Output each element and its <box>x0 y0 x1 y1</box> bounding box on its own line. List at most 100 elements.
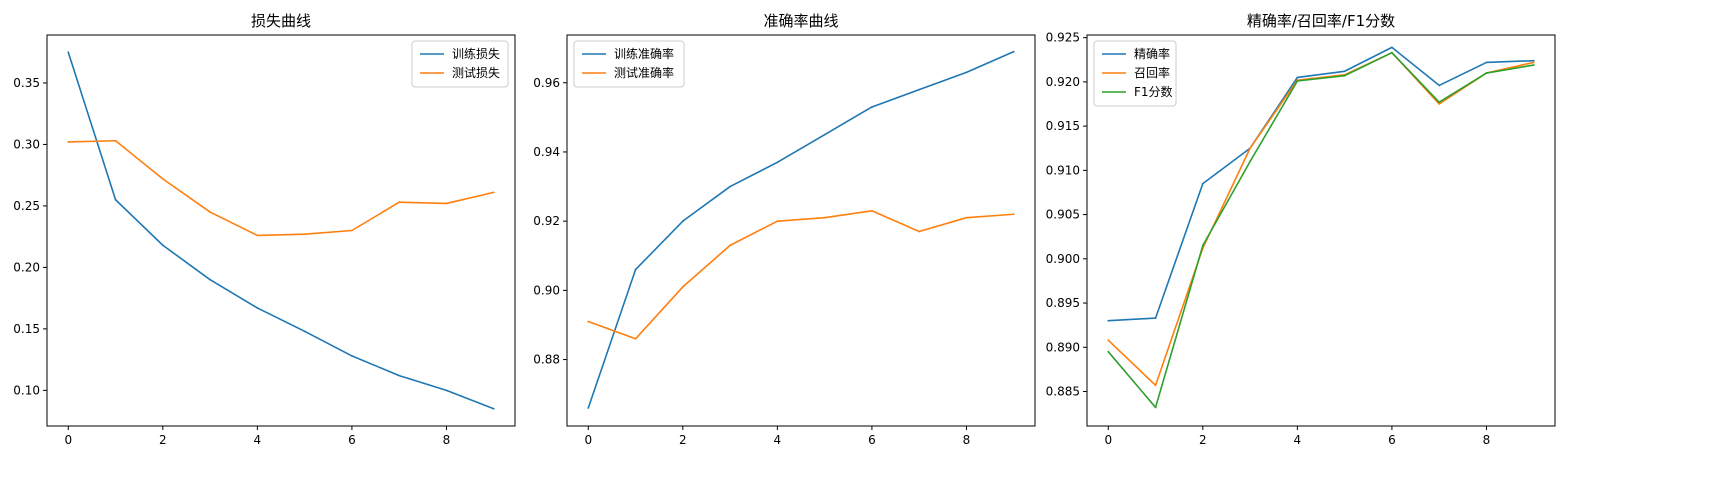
metrics-legend-label-1: 精确率 <box>1134 46 1170 61</box>
accuracy-series-2-point <box>776 220 779 223</box>
metrics-series-1-point <box>1154 317 1157 319</box>
loss-series-2-point <box>303 233 306 236</box>
loss-series-1-point <box>67 51 70 54</box>
accuracy-series-2-point <box>634 337 637 340</box>
accuracy-series-2-point <box>587 320 590 323</box>
accuracy-axes-frame <box>566 34 1036 427</box>
metrics-series-2-point <box>1438 103 1441 105</box>
loss-series-2-point <box>161 177 164 180</box>
accuracy-series-1-point <box>918 88 921 91</box>
loss-series-1-point <box>492 407 495 410</box>
y-tick-label: 0.895 <box>1046 296 1080 310</box>
metrics-series-1-point <box>1343 70 1346 73</box>
x-tick-label: 4 <box>1294 433 1302 447</box>
loss-series-2-point <box>445 202 448 205</box>
metrics-series-3-point <box>1249 160 1251 163</box>
x-tick-label: 2 <box>159 433 167 447</box>
metrics-series-3-point <box>1343 74 1346 77</box>
metrics-series-1-point <box>1532 59 1535 62</box>
y-tick-label: 0.15 <box>13 322 40 336</box>
metrics-series-3-point <box>1438 101 1441 104</box>
accuracy-series-2-point <box>1012 213 1015 216</box>
metrics-series-line-3 <box>1107 51 1534 409</box>
x-tick-label: 4 <box>254 433 262 447</box>
loss-series-2-point <box>398 201 401 204</box>
x-tick-label: 8 <box>1483 433 1491 447</box>
loss-series-1-point <box>445 389 448 392</box>
metrics-series-3-point <box>1391 51 1393 54</box>
accuracy-series-1-point <box>823 133 826 136</box>
x-tick-label: 0 <box>584 433 592 447</box>
y-tick-label: 0.96 <box>533 76 560 90</box>
loss-series-2-point <box>114 139 117 142</box>
loss-series-1-point <box>114 198 117 201</box>
y-tick-label: 0.925 <box>1046 31 1080 45</box>
y-tick-label: 0.30 <box>13 137 40 151</box>
metrics-series-3-point <box>1485 72 1488 74</box>
accuracy-series-1-point <box>681 220 684 223</box>
loss-series-line-2 <box>68 139 494 237</box>
loss-series-line-1 <box>67 51 495 410</box>
y-tick-label: 0.10 <box>13 383 40 397</box>
loss-legend-label-2: 测试损失 <box>452 65 500 80</box>
accuracy-series-1-point <box>871 106 873 108</box>
y-tick-label: 0.900 <box>1046 252 1080 266</box>
metrics-series-1-point <box>1201 182 1204 185</box>
metrics-series-2-point <box>1532 61 1535 64</box>
loss-series-2-point <box>351 229 353 232</box>
x-tick-label: 6 <box>1388 433 1396 447</box>
x-tick-label: 6 <box>348 433 356 447</box>
metrics-series-3-point <box>1201 244 1204 247</box>
metrics-series-1-point <box>1485 61 1488 64</box>
y-tick-label: 0.90 <box>533 283 560 297</box>
metrics-axes-frame <box>1086 34 1556 427</box>
loss-series-2-point <box>209 211 211 213</box>
metrics-legend-label-3: F1分数 <box>1134 84 1173 99</box>
y-tick-label: 0.35 <box>13 76 40 90</box>
accuracy-series-line-2 <box>587 209 1014 340</box>
loss-series-1-point <box>256 307 259 309</box>
accuracy-legend-box <box>573 40 685 88</box>
loss-series-1-point <box>161 244 164 247</box>
y-tick-label: 0.910 <box>1046 163 1080 177</box>
accuracy-series-1-point <box>729 185 731 188</box>
loss-axes-frame <box>46 34 516 427</box>
y-tick-label: 0.92 <box>533 214 560 228</box>
x-tick-label: 2 <box>1199 433 1207 447</box>
metrics-series-2-point <box>1107 339 1110 342</box>
y-tick-label: 0.94 <box>533 145 560 159</box>
loss-chart-title: 损失曲线 <box>251 12 311 30</box>
y-tick-label: 0.890 <box>1046 340 1080 354</box>
metrics-series-line-1 <box>1108 46 1534 322</box>
x-tick-label: 6 <box>868 433 876 447</box>
loss-series-2-point <box>67 141 70 143</box>
metrics-legend-box <box>1093 40 1177 107</box>
loss-series-1-point <box>351 355 353 357</box>
loss-series-1-point <box>398 374 401 377</box>
accuracy-series-2-point <box>681 286 684 288</box>
accuracy-series-2-point <box>965 216 968 219</box>
y-tick-label: 0.920 <box>1046 75 1080 89</box>
y-tick-label: 0.885 <box>1046 385 1080 399</box>
metrics-series-3-point <box>1532 64 1535 66</box>
accuracy-series-1-point <box>965 71 968 74</box>
metrics-series-1-point <box>1107 319 1110 322</box>
y-tick-label: 0.905 <box>1046 208 1080 222</box>
metrics-series-2-point <box>1249 147 1251 150</box>
metrics-legend-label-2: 召回率 <box>1134 65 1170 80</box>
y-tick-label: 0.915 <box>1046 119 1080 133</box>
y-tick-label: 0.25 <box>13 199 40 213</box>
accuracy-series-1-point <box>634 268 637 271</box>
metrics-chart-panel: 精确率/召回率/F1分数 0 2 4 6 8 0.885 0.890 0.895 0.900 0.… <box>1046 12 1556 447</box>
accuracy-chart-title: 准确率曲线 <box>763 12 838 30</box>
metrics-series-1-point <box>1438 84 1441 87</box>
y-tick-label: 0.20 <box>13 260 40 274</box>
x-tick-label: 8 <box>963 433 971 447</box>
y-tick-label: 0.88 <box>533 353 560 367</box>
metrics-series-3-point <box>1296 80 1299 82</box>
metrics-series-3-point <box>1154 406 1157 409</box>
